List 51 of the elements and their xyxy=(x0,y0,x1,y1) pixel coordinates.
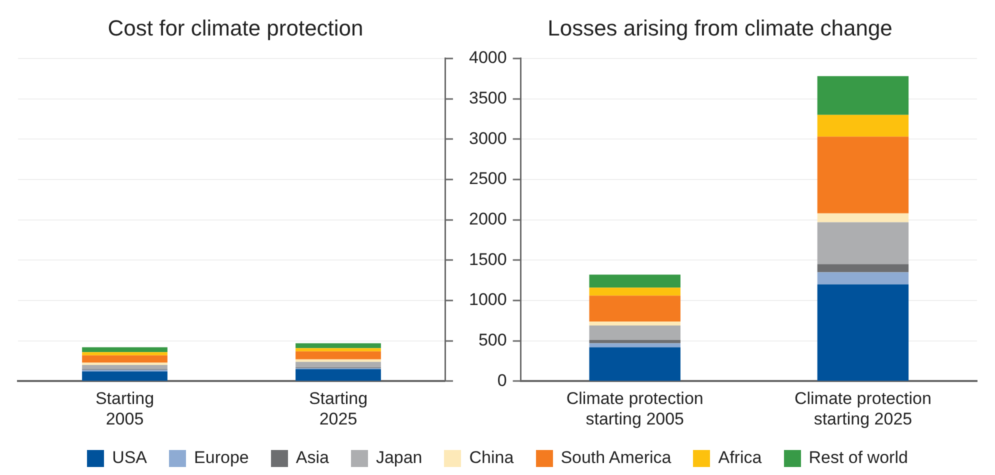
bar xyxy=(817,272,909,284)
y-tick-label: 1500 xyxy=(468,250,507,269)
bar xyxy=(589,343,680,348)
y-tick-label: 2500 xyxy=(468,169,507,188)
bar xyxy=(82,365,168,370)
bar xyxy=(589,326,680,340)
bar xyxy=(589,347,680,381)
x-tick-label: Climate protection starting 2025 xyxy=(794,389,932,428)
bar xyxy=(82,372,168,381)
bar xyxy=(817,76,909,115)
bar xyxy=(589,288,680,296)
x-tick-label: Starting 2025 xyxy=(308,389,368,428)
bar xyxy=(296,351,381,360)
bar xyxy=(817,284,909,381)
bar xyxy=(296,362,381,368)
bar xyxy=(296,343,381,348)
y-tick-label: 2000 xyxy=(468,209,507,228)
legend-label: Asia xyxy=(296,448,329,468)
chart-title: Losses arising from climate change xyxy=(548,15,892,40)
y-tick-label: 4000 xyxy=(468,48,507,68)
x-tick-label: Climate protection starting 2005 xyxy=(566,389,704,428)
legend-label: USA xyxy=(112,448,148,468)
legend-label: Africa xyxy=(718,448,762,468)
legend-label: Japan xyxy=(376,448,422,468)
bar xyxy=(82,362,168,366)
bar xyxy=(589,296,680,322)
bar xyxy=(817,222,909,264)
bar xyxy=(589,340,680,344)
bar xyxy=(296,369,381,381)
bar xyxy=(82,355,168,363)
legend-label: Rest of world xyxy=(808,448,908,468)
bar xyxy=(817,264,909,272)
x-tick-label: Starting 2005 xyxy=(95,389,154,428)
legend-label: South America xyxy=(560,448,672,468)
legend-label: China xyxy=(469,448,514,468)
y-tick-label: 0 xyxy=(497,370,507,390)
bar xyxy=(296,359,381,362)
bar xyxy=(82,347,168,352)
y-tick-label: 500 xyxy=(478,330,507,350)
bar xyxy=(589,321,680,326)
bar xyxy=(817,114,909,137)
bar xyxy=(589,274,680,288)
bar xyxy=(296,348,381,352)
bar xyxy=(817,213,909,222)
y-tick-label: 3000 xyxy=(468,128,507,148)
bar xyxy=(817,136,909,214)
y-tick-label: 3500 xyxy=(468,88,507,108)
chart-title: Cost for climate protection xyxy=(108,15,364,40)
y-tick-label: 1000 xyxy=(468,290,507,310)
bar xyxy=(82,352,168,356)
legend-label: Europe xyxy=(194,448,249,468)
